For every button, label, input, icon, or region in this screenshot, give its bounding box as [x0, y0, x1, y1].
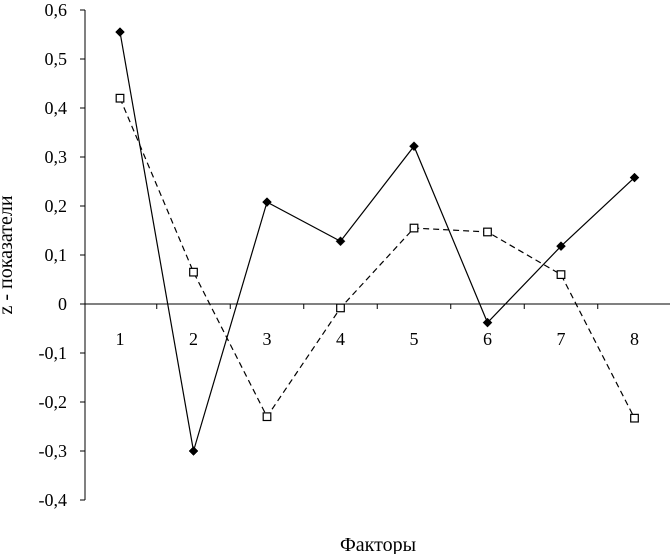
series-1 [115, 27, 640, 456]
data-point-diamond [556, 241, 566, 252]
data-point-square [630, 413, 639, 423]
y-axis-title: z - показатели [0, 195, 17, 314]
y-tick-label: 0,4 [45, 98, 68, 118]
data-point-diamond [115, 27, 125, 37]
x-tick-label: 6 [483, 329, 492, 349]
x-tick-label: 7 [557, 329, 566, 349]
data-point-square [262, 412, 272, 422]
series-2-line [119, 97, 636, 419]
y-tick-label: 0,6 [45, 0, 68, 20]
x-axis-title: Факторы [340, 534, 416, 554]
series-layer [115, 27, 640, 456]
y-tick-label: 0,2 [45, 196, 68, 216]
y-tick-label: -0,1 [39, 343, 68, 363]
data-point-square [556, 270, 566, 279]
data-point-diamond [262, 197, 272, 207]
x-tick-label: 4 [336, 329, 345, 349]
data-point-square [115, 93, 125, 103]
data-point-square [483, 227, 492, 237]
x-tick-label: 5 [410, 329, 419, 349]
y-tick-label: 0,5 [45, 49, 68, 69]
data-point-diamond [629, 172, 640, 183]
y-tick-label: 0 [58, 294, 67, 314]
x-tick-label: 3 [263, 329, 272, 349]
data-point-diamond [188, 446, 199, 456]
data-point-square [409, 223, 419, 233]
x-tick-label: 1 [116, 329, 125, 349]
y-tick-label: -0,3 [39, 441, 68, 461]
data-point-diamond [482, 317, 493, 328]
x-tick-label: 2 [189, 329, 198, 349]
y-tick-label: -0,4 [39, 490, 68, 510]
series-1-line [119, 31, 635, 452]
y-tick-label: 0,3 [45, 147, 68, 167]
data-point-diamond [335, 236, 346, 247]
data-point-square [336, 303, 345, 313]
axes [80, 9, 670, 501]
data-point-square [189, 267, 198, 277]
series-2 [115, 93, 639, 423]
tick-labels: 0,6 0,5 0,4 0,3 0,2 0,1 0 -0,1 -0,2 -0,3 -0,4 1 2 3 4 5… [39, 0, 640, 510]
y-tick-label: -0,2 [39, 392, 68, 412]
y-tick-label: 0,1 [45, 245, 68, 265]
data-point-diamond [409, 141, 419, 152]
x-tick-label: 8 [630, 329, 639, 349]
